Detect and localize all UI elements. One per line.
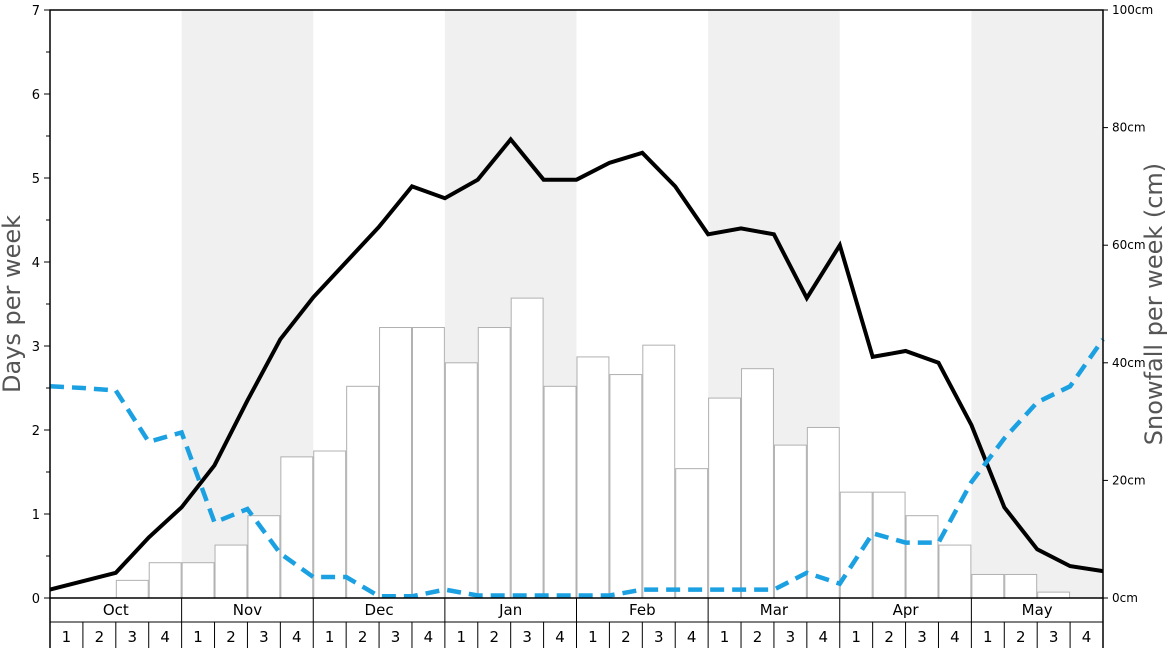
month-label-may: May bbox=[1022, 601, 1053, 619]
snowfall-bar bbox=[806, 426, 840, 599]
week-label: 3 bbox=[654, 628, 664, 646]
month-label-dec: Dec bbox=[365, 601, 394, 619]
dashed-days-line bbox=[49, 338, 1105, 599]
week-label: 3 bbox=[391, 628, 401, 646]
snowfall-bar bbox=[214, 544, 248, 599]
snowfall-bar bbox=[411, 327, 445, 599]
month-label-nov: Nov bbox=[233, 601, 262, 619]
right-tick-label: 20cm bbox=[1112, 473, 1146, 487]
week-label: 2 bbox=[1016, 628, 1026, 646]
week-label: 2 bbox=[621, 628, 631, 646]
right-tick-label: 80cm bbox=[1112, 121, 1146, 135]
week-label: 3 bbox=[127, 628, 137, 646]
month-row: Oct Nov Dec Jan Feb Mar Apr May bbox=[49, 598, 1104, 648]
snowfall-bar bbox=[675, 468, 709, 599]
week-label: 2 bbox=[358, 628, 368, 646]
month-label-oct: Oct bbox=[103, 601, 129, 619]
left-tick-label: 4 bbox=[32, 256, 40, 271]
snowfall-bar bbox=[708, 397, 742, 599]
snowfall-bar bbox=[642, 344, 676, 599]
left-tick-label: 1 bbox=[32, 508, 40, 523]
snowfall-bar bbox=[938, 544, 972, 599]
week-label: 4 bbox=[292, 628, 302, 646]
snowfall-bar bbox=[510, 297, 544, 599]
snowfall-bar bbox=[971, 573, 1005, 599]
snowfall-bar bbox=[477, 327, 511, 599]
left-tick-label: 2 bbox=[32, 424, 40, 439]
week-label: 2 bbox=[226, 628, 236, 646]
week-label: 2 bbox=[489, 628, 499, 646]
y-axis-left-title: Days per week bbox=[0, 215, 26, 393]
week-label: 3 bbox=[786, 628, 796, 646]
left-tick-label: 6 bbox=[32, 88, 40, 103]
week-label: 1 bbox=[720, 628, 730, 646]
right-tick-label: 60cm bbox=[1112, 238, 1146, 252]
week-label: 1 bbox=[983, 628, 993, 646]
snowfall-bar bbox=[741, 368, 774, 599]
week-label: 1 bbox=[457, 628, 467, 646]
week-label: 2 bbox=[753, 628, 763, 646]
snowfall-bar bbox=[609, 374, 643, 599]
snowfall-bar bbox=[181, 562, 215, 599]
week-label: 4 bbox=[819, 628, 829, 646]
left-tick-label: 3 bbox=[32, 340, 40, 355]
data-lines bbox=[49, 136, 1105, 599]
month-label-jan: Jan bbox=[498, 601, 522, 619]
y-axis-right-title: Snowfall per week (cm) bbox=[1140, 163, 1168, 445]
week-label: 4 bbox=[555, 628, 565, 646]
axis-ticks: 0 1 2 3 4 5 6 7 0cm 20cm 40cm 60cm 80cm 100cm bbox=[32, 3, 1153, 607]
week-label: 4 bbox=[687, 628, 697, 646]
snowfall-bar bbox=[444, 362, 478, 599]
week-label: 2 bbox=[95, 628, 105, 646]
snowfall-bar bbox=[1037, 591, 1071, 599]
week-label: 1 bbox=[588, 628, 598, 646]
week-label: 1 bbox=[193, 628, 203, 646]
snowfall-bars bbox=[115, 297, 1071, 599]
right-tick-label: 40cm bbox=[1112, 356, 1146, 370]
snowfall-bar bbox=[115, 579, 149, 599]
week-label: 4 bbox=[1082, 628, 1092, 646]
month-shade-may bbox=[971, 10, 1103, 598]
week-label: 3 bbox=[917, 628, 927, 646]
solid-days-line bbox=[49, 136, 1104, 592]
week-label: 1 bbox=[325, 628, 335, 646]
snowfall-bar bbox=[280, 456, 314, 599]
week-label: 1 bbox=[851, 628, 861, 646]
week-label: 4 bbox=[424, 628, 434, 646]
snowfall-bar bbox=[543, 385, 577, 599]
snowfall-bar bbox=[1004, 573, 1038, 599]
month-label-feb: Feb bbox=[629, 601, 656, 619]
week-label: 4 bbox=[160, 628, 170, 646]
left-tick-label: 5 bbox=[32, 172, 40, 187]
snowfall-bar bbox=[379, 327, 412, 599]
snowfall-bar bbox=[872, 491, 906, 599]
snowfall-bar bbox=[905, 515, 939, 599]
week-label: 1 bbox=[62, 628, 72, 646]
week-label: 3 bbox=[259, 628, 269, 646]
snowfall-bar bbox=[576, 356, 610, 599]
snowfall-bar bbox=[148, 562, 182, 599]
month-label-mar: Mar bbox=[760, 601, 789, 619]
week-label: 3 bbox=[1049, 628, 1059, 646]
week-label: 2 bbox=[884, 628, 894, 646]
right-tick-label: 0cm bbox=[1112, 591, 1138, 605]
week-row: 1 2 3 4 1 2 3 4 1 2 3 4 1 2 3 4 1 2 3 4 1 2 3 4 1 2 3 4 1 2 3 4 bbox=[62, 622, 1092, 648]
month-label-apr: Apr bbox=[893, 601, 920, 619]
snowfall-bar bbox=[346, 385, 380, 599]
left-tick-label: 7 bbox=[32, 4, 40, 19]
left-tick-label: 0 bbox=[32, 592, 40, 607]
snowfall-bar bbox=[773, 444, 807, 599]
week-label: 4 bbox=[950, 628, 960, 646]
right-tick-label: 100cm bbox=[1112, 3, 1153, 17]
week-label: 3 bbox=[522, 628, 532, 646]
